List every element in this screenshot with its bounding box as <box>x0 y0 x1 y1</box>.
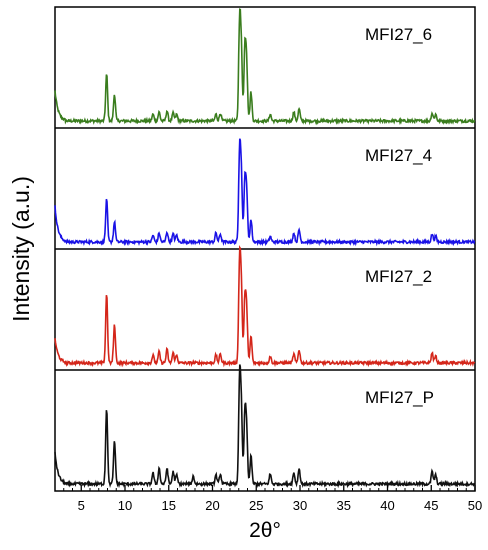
series-line-MFI27_6 <box>54 8 476 126</box>
series-line-MFI27_4 <box>54 138 476 247</box>
x-tick-label: 20 <box>205 498 219 513</box>
panel-labels-group: MFI27_6 MFI27_4 MFI27_2 MFI27_P <box>365 25 434 407</box>
panel-label-MFI27_2: MFI27_2 <box>365 267 432 286</box>
x-tick-label: 30 <box>293 498 307 513</box>
plot-frame <box>54 6 476 492</box>
traces-group <box>54 8 476 489</box>
x-tick-label: 5 <box>78 498 85 513</box>
x-ticks-group: 5 10 15 20 25 30 35 40 45 50 <box>63 485 482 513</box>
x-tick-label: 45 <box>424 498 438 513</box>
panel-label-MFI27_6: MFI27_6 <box>365 25 432 44</box>
x-tick-label: 35 <box>337 498 351 513</box>
x-tick-label: 15 <box>162 498 176 513</box>
x-tick-label: 10 <box>118 498 132 513</box>
series-line-MFI27_P <box>54 364 476 489</box>
x-tick-label: 40 <box>380 498 394 513</box>
x-tick-label: 50 <box>468 498 482 513</box>
panel-label-MFI27_4: MFI27_4 <box>365 146 432 165</box>
x-tick-label: 25 <box>249 498 263 513</box>
series-line-MFI27_2 <box>54 244 476 368</box>
x-axis-label: 2θ° <box>249 519 281 542</box>
y-axis-label: Intensity (a.u.) <box>8 176 34 322</box>
panel-label-MFI27_P: MFI27_P <box>365 388 434 407</box>
